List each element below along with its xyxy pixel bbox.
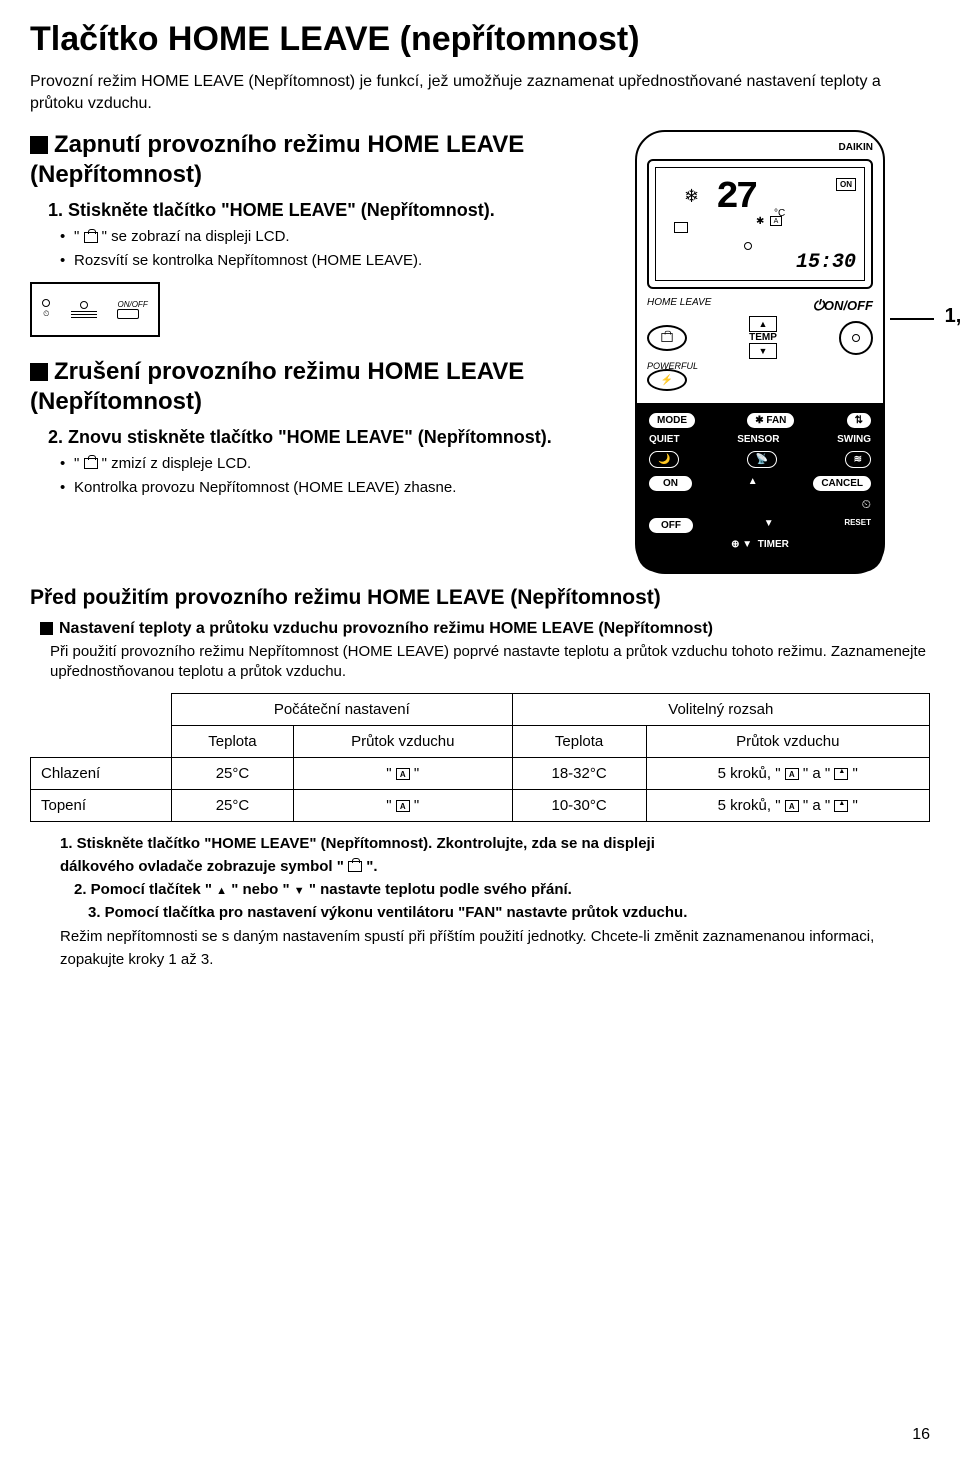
house-icon — [84, 232, 98, 243]
timer-label: TIMER — [758, 539, 789, 550]
homeleave-label: HOME LEAVE — [647, 297, 711, 314]
fan-button[interactable]: ✱ FAN — [747, 413, 794, 428]
th-temp1: Teplota — [171, 725, 293, 757]
section1-heading-text: Zapnutí provozního režimu HOME LEAVE (Ne… — [30, 131, 524, 188]
intro-text: Provozní režim HOME LEAVE (Nepřítomnost)… — [30, 71, 930, 114]
quiet-label: QUIET — [649, 434, 680, 445]
section2-heading: Zrušení provozního režimu HOME LEAVE (Ne… — [30, 357, 570, 417]
final-steps: 1. Stiskněte tlačítko "HOME LEAVE" (Nepř… — [60, 832, 930, 972]
fan-icon: ✱ — [756, 216, 764, 227]
td-cooling: Chlazení — [31, 757, 172, 789]
mode-button[interactable]: MODE — [649, 413, 695, 428]
step2-bullet2: Kontrolka provozu Nepřítomnost (HOME LEA… — [60, 478, 570, 498]
th-air2: Průtok vzduchu — [646, 725, 929, 757]
td-cool-temprange: 18-32°C — [512, 757, 646, 789]
remote-screen: ❄ 27 °C ON ✱ A 15:30 — [647, 159, 873, 289]
settings-table: Počáteční nastavení Volitelný rozsah Tep… — [30, 693, 930, 822]
powerful-label: POWERFUL — [647, 361, 873, 371]
final-step1a: 1. Stiskněte tlačítko "HOME LEAVE" (Nepř… — [60, 832, 930, 855]
temp-label: TEMP — [749, 332, 777, 343]
before-para: Při použití provozního režimu Nepřítomno… — [50, 642, 930, 683]
final-step1b: dálkového ovladače zobrazuje symbol " ". — [60, 855, 930, 878]
quiet-button[interactable]: 🌙 — [649, 451, 679, 468]
td-cool-temp: 25°C — [171, 757, 293, 789]
before-heading: Před použitím provozního režimu HOME LEA… — [30, 586, 930, 610]
powerful-button[interactable]: ⚡ — [647, 369, 687, 391]
final-step2: 2. Pomocí tlačítek " ▲ " nebo " ▼ " nast… — [74, 878, 930, 901]
snowflake-icon: ❄ — [684, 186, 699, 207]
square-bullet-icon — [30, 363, 48, 381]
swing-button[interactable]: ≋ — [845, 451, 871, 468]
swing-label: SWING — [837, 434, 871, 445]
clock-icon — [744, 242, 752, 250]
house-icon — [348, 861, 362, 872]
homeleave-button[interactable] — [647, 325, 687, 351]
temp-display: 27 — [716, 176, 756, 219]
clock-display: 15:30 — [796, 251, 856, 274]
step2: 2. Znovu stiskněte tlačítko "HOME LEAVE"… — [48, 427, 570, 448]
callout-line — [890, 318, 934, 320]
sensor-label: SENSOR — [737, 434, 779, 445]
th-air1: Průtok vzduchu — [293, 725, 512, 757]
indicator-onoff-label: ON/OFF — [117, 300, 147, 309]
step1: 1. Stiskněte tlačítko "HOME LEAVE" (Nepř… — [48, 200, 570, 221]
before-sub: Nastavení teploty a průtoku vzduchu prov… — [40, 620, 930, 638]
page-number: 16 — [912, 1426, 930, 1444]
sensor-button[interactable]: 📡 — [747, 451, 777, 468]
td-heat-air: " A " — [293, 789, 512, 821]
page-title: Tlačítko HOME LEAVE (nepřítomnost) — [30, 20, 930, 59]
td-heating: Topení — [31, 789, 172, 821]
square-bullet-icon — [40, 622, 53, 635]
swing-icon-button[interactable]: ⇅ — [847, 413, 871, 428]
step1-bullet2: Rozsvítí se kontrolka Nepřítomnost (HOME… — [60, 251, 570, 271]
step2-bullet1: " " zmizí z displeje LCD. — [60, 454, 570, 474]
final-end: Režim nepřítomnosti se s daným nastavení… — [60, 925, 930, 972]
final-step3: 3. Pomocí tlačítka pro nastavení výkonu … — [88, 901, 930, 924]
reset-label: RESET — [844, 518, 871, 533]
remote-control-diagram: DAIKIN ❄ 27 °C ON ✱ A 15:30 HOME LEAVE ⏻… — [635, 130, 885, 574]
th-range: Volitelný rozsah — [512, 693, 929, 725]
section1-heading: Zapnutí provozního režimu HOME LEAVE (Ne… — [30, 130, 570, 190]
on-indicator: ON — [836, 178, 856, 191]
timer-on-button[interactable]: ON — [649, 476, 692, 491]
onoff-label: ON/OFF — [824, 298, 873, 313]
section2-heading-text: Zrušení provozního režimu HOME LEAVE (Ne… — [30, 358, 524, 415]
house-icon — [674, 222, 688, 233]
th-initial: Počáteční nastavení — [171, 693, 512, 725]
house-icon — [84, 458, 98, 469]
td-heat-temprange: 10-30°C — [512, 789, 646, 821]
td-heat-temp: 25°C — [171, 789, 293, 821]
onoff-button[interactable] — [839, 321, 873, 355]
td-heat-airrange: 5 kroků, " A " a " " — [646, 789, 929, 821]
td-cool-air: " A " — [293, 757, 512, 789]
remote-brand: DAIKIN — [647, 142, 873, 153]
indicator-diagram: ⏲ ON/OFF — [30, 282, 160, 337]
step1-bullet1: " " se zobrazí na displeji LCD. — [60, 227, 570, 247]
cancel-button[interactable]: CANCEL — [813, 476, 871, 491]
square-bullet-icon — [30, 136, 48, 154]
timer-off-button[interactable]: OFF — [649, 518, 693, 533]
td-cool-airrange: 5 kroků, " A " a " " — [646, 757, 929, 789]
callout-label: 1, 2 — [945, 305, 960, 328]
auto-icon: A — [770, 216, 782, 226]
th-temp2: Teplota — [512, 725, 646, 757]
